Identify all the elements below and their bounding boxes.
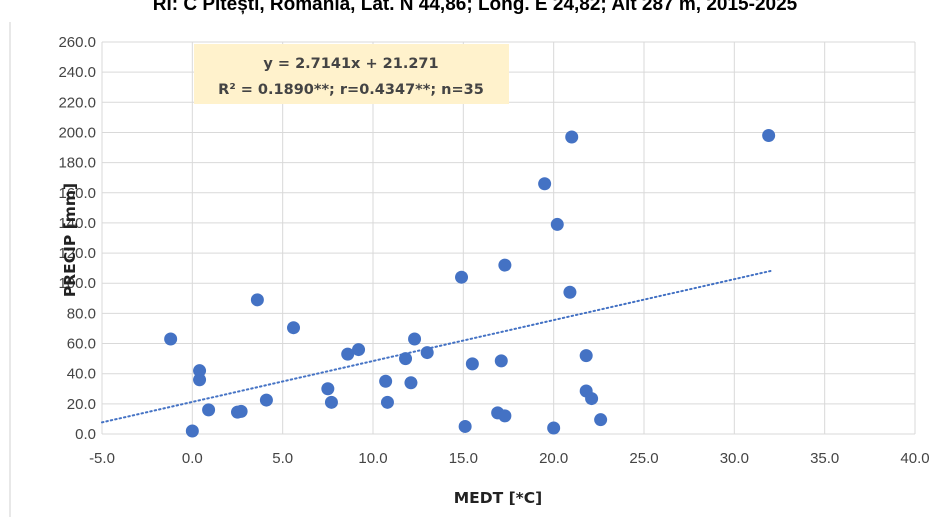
x-tick-label: 40.0 bbox=[900, 450, 929, 467]
data-point bbox=[404, 376, 418, 390]
data-point bbox=[324, 395, 338, 409]
data-point bbox=[565, 130, 579, 144]
data-point bbox=[465, 357, 479, 371]
y-tick-label: 100.0 bbox=[58, 275, 96, 292]
data-point bbox=[352, 343, 366, 357]
y-tick-label: 160.0 bbox=[58, 185, 96, 202]
data-point bbox=[380, 395, 394, 409]
y-tick-label: 80.0 bbox=[67, 305, 96, 322]
data-point bbox=[498, 409, 512, 423]
data-point bbox=[547, 421, 561, 435]
x-tick-label: 25.0 bbox=[629, 450, 658, 467]
data-point bbox=[762, 128, 776, 142]
chart-title: RI: C Pitești, România, Lat. N 44,86; Lo… bbox=[153, 0, 798, 15]
data-point bbox=[579, 349, 593, 363]
y-tick-label: 60.0 bbox=[67, 336, 96, 353]
trendline-layer bbox=[101, 269, 772, 424]
annotation-box bbox=[194, 44, 509, 104]
data-point bbox=[455, 270, 469, 284]
data-point bbox=[185, 424, 199, 438]
data-point bbox=[563, 285, 577, 299]
data-point bbox=[202, 403, 216, 417]
data-point bbox=[234, 404, 248, 418]
x-tick-label: 35.0 bbox=[810, 450, 839, 467]
data-point bbox=[259, 393, 273, 407]
x-tick-label: 30.0 bbox=[720, 450, 749, 467]
y-tick-label: 260.0 bbox=[58, 34, 96, 51]
data-point bbox=[193, 373, 207, 387]
x-tick-label: 15.0 bbox=[449, 450, 478, 467]
x-axis-label: MEDT [*C] bbox=[454, 489, 543, 507]
data-point bbox=[399, 352, 413, 366]
data-point bbox=[594, 413, 608, 427]
data-point bbox=[420, 346, 434, 360]
y-axis-label: PRECIP [mm] bbox=[61, 183, 79, 297]
x-tick-label: 10.0 bbox=[358, 450, 387, 467]
gridlines bbox=[101, 41, 916, 435]
y-tick-label: 20.0 bbox=[67, 396, 96, 413]
data-points bbox=[164, 128, 776, 438]
data-point bbox=[341, 347, 355, 361]
trendline bbox=[101, 269, 772, 424]
data-point bbox=[538, 177, 552, 191]
data-point bbox=[585, 392, 599, 406]
data-point bbox=[287, 321, 301, 335]
regression-annotation: y = 2.7141x + 21.271 R² = 0.1890**; r=0.… bbox=[194, 44, 509, 104]
tick-labels: 0.0 20.0 40.0 60.0 80.0 100.0 120.0 140.0 160.0 1… bbox=[58, 34, 929, 467]
y-tick-label: 240.0 bbox=[58, 64, 96, 81]
annotation-stats: R² = 0.1890**; r=0.4347**; n=35 bbox=[218, 82, 484, 98]
y-tick-label: 200.0 bbox=[58, 124, 96, 141]
data-point bbox=[164, 332, 178, 346]
y-tick-label: 0.0 bbox=[75, 426, 96, 443]
x-tick-label: -5.0 bbox=[89, 450, 115, 467]
y-tick-label: 40.0 bbox=[67, 366, 96, 383]
annotation-equation: y = 2.7141x + 21.271 bbox=[263, 56, 438, 72]
x-tick-label: 0.0 bbox=[182, 450, 203, 467]
x-tick-label: 5.0 bbox=[272, 450, 293, 467]
data-point bbox=[550, 217, 564, 231]
y-tick-label: 140.0 bbox=[58, 215, 96, 232]
data-point bbox=[494, 354, 508, 368]
x-tick-label: 20.0 bbox=[539, 450, 568, 467]
data-point bbox=[193, 364, 207, 378]
data-point bbox=[498, 258, 512, 272]
y-tick-label: 180.0 bbox=[58, 155, 96, 172]
y-tick-label: 220.0 bbox=[58, 94, 96, 111]
data-point bbox=[250, 293, 264, 307]
data-point bbox=[321, 382, 335, 396]
data-point bbox=[458, 419, 472, 433]
data-point bbox=[408, 332, 422, 346]
y-tick-label: 120.0 bbox=[58, 245, 96, 262]
data-point bbox=[379, 374, 393, 388]
